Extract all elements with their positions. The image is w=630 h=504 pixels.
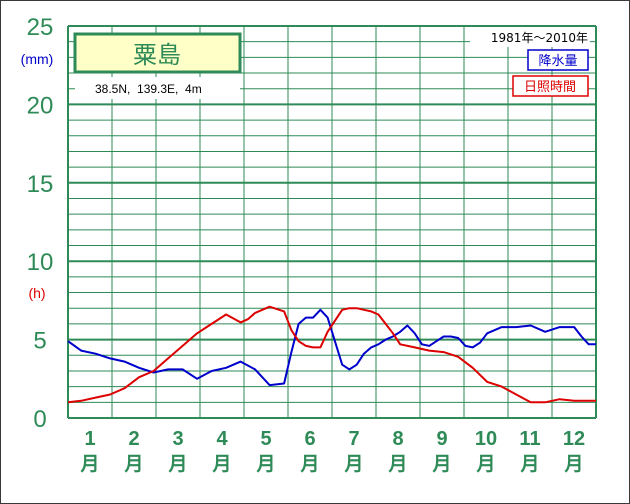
grid-lines: [67, 25, 597, 419]
precip-legend-label: 降水量: [538, 54, 577, 69]
station-title-box: [73, 32, 242, 74]
month-number-label: 7: [348, 428, 359, 450]
month-suffix-label: 月: [431, 453, 451, 475]
month-number-label: 4: [216, 428, 228, 450]
month-suffix-label: 月: [299, 453, 319, 475]
period-label: 1981年〜2010年: [491, 31, 588, 45]
y-tick-labels: 0 5 10 15 20 25: [27, 14, 54, 433]
month-number-label: 12: [563, 428, 585, 450]
month-number-label: 11: [519, 428, 540, 450]
month-number-label: 8: [392, 428, 403, 450]
month-suffix-label: 月: [255, 453, 275, 475]
precip-legend-box: [527, 49, 589, 71]
station-name: 粟島: [133, 41, 181, 69]
month-suffix-label: 月: [563, 453, 583, 475]
month-suffix-label: 月: [167, 453, 187, 475]
series-group: [67, 305, 596, 404]
month-number-label: 1: [84, 428, 95, 450]
y-tick-label: 0: [33, 406, 46, 433]
month-number-label: 6: [304, 428, 315, 450]
month-number-label: 9: [436, 428, 447, 450]
month-suffix-label: 月: [343, 453, 363, 475]
month-suffix-label: 月: [79, 453, 99, 475]
precipitation-line: [67, 308, 596, 387]
precip-unit-label: (mm): [21, 51, 54, 67]
sun-unit-label: (h): [28, 285, 45, 301]
y-tick-label: 5: [33, 328, 46, 355]
month-suffix-label: 月: [475, 453, 495, 475]
sun-legend-box: [512, 75, 589, 97]
month-number-label: 10: [475, 428, 497, 450]
y-tick-label: 10: [27, 249, 54, 276]
station-coords: 38.5N, 139.3E, 4m: [95, 82, 202, 96]
month-number-label: 3: [172, 428, 183, 450]
month-number-label: 5: [260, 428, 271, 450]
y-tick-label: 25: [27, 14, 54, 41]
month-number-label: 2: [128, 428, 139, 450]
period-background: [470, 27, 590, 47]
month-suffix-label: 月: [123, 453, 143, 475]
sun-legend-label: 日照時間: [524, 80, 576, 95]
month-suffix-label: 月: [519, 453, 539, 475]
month-suffix-label: 月: [387, 453, 407, 475]
y-tick-label: 20: [27, 92, 54, 119]
y-tick-label: 15: [27, 171, 54, 198]
month-suffix-label: 月: [211, 453, 231, 475]
coords-background: [75, 77, 240, 99]
x-tick-labels: 1 月 2 月 3 月 4 月 5 月 6 月 7 月 8 月 9 月 10 月 11 月 12 月: [79, 428, 585, 475]
sunshine-line: [67, 305, 596, 404]
